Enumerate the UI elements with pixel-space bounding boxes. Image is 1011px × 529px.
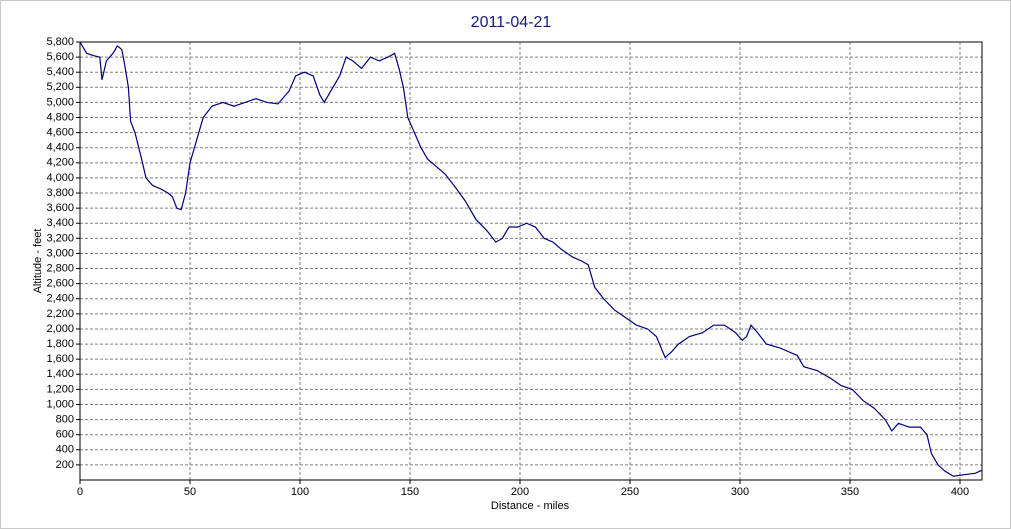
y-tick-label: 400: [56, 444, 74, 456]
y-tick-label: 5,600: [46, 51, 74, 63]
plot-border: [79, 41, 983, 481]
y-tick-label: 200: [56, 459, 74, 471]
y-tick-label: 2,600: [46, 278, 74, 290]
y-tick-label: 4,600: [46, 127, 74, 139]
x-tick-label: 350: [841, 486, 859, 498]
y-tick-label: 1,800: [46, 338, 74, 350]
x-tick-label: 250: [621, 486, 639, 498]
x-tick-label: 200: [511, 486, 529, 498]
plot-area: [80, 42, 982, 480]
y-tick-label: 2,200: [46, 308, 74, 320]
y-tick-label: 5,200: [46, 81, 74, 93]
x-tick-label: 50: [184, 486, 196, 498]
x-tick-label: 300: [731, 486, 749, 498]
y-tick-label: 3,400: [46, 217, 74, 229]
y-tick-label: 1,600: [46, 353, 74, 365]
x-tick-label: 150: [401, 486, 419, 498]
altitude-line: [79, 41, 983, 477]
y-tick-label: 5,400: [46, 66, 74, 78]
y-tick-label: 4,400: [46, 142, 74, 154]
y-tick-label: 3,600: [46, 202, 74, 214]
y-axis-label: Altitude - feet: [32, 229, 44, 294]
y-tick-label: 2,800: [46, 262, 74, 274]
y-tick-label: 4,200: [46, 157, 74, 169]
y-tick-label: 800: [56, 413, 74, 425]
y-tick-label: 3,000: [46, 247, 74, 259]
y-tick-label: 5,000: [46, 96, 74, 108]
y-tick-label: 5,800: [46, 36, 74, 48]
y-tick-label: 1,200: [46, 383, 74, 395]
y-tick-label: 1,000: [46, 398, 74, 410]
y-tick-label: 4,000: [46, 172, 74, 184]
y-tick-label: 1,400: [46, 368, 74, 380]
y-tick-label: 2,000: [46, 323, 74, 335]
x-tick-label: 400: [951, 486, 969, 498]
chart-title: 2011-04-21: [471, 14, 552, 31]
y-tick-label: 600: [56, 429, 74, 441]
y-tick-label: 2,400: [46, 293, 74, 305]
x-tick-label: 100: [291, 486, 309, 498]
y-tick-label: 4,800: [46, 111, 74, 123]
x-axis-label: Distance - miles: [491, 500, 570, 512]
y-tick-label: 3,200: [46, 232, 74, 244]
x-tick-label: 0: [77, 486, 83, 498]
y-tick-label: 3,800: [46, 187, 74, 199]
